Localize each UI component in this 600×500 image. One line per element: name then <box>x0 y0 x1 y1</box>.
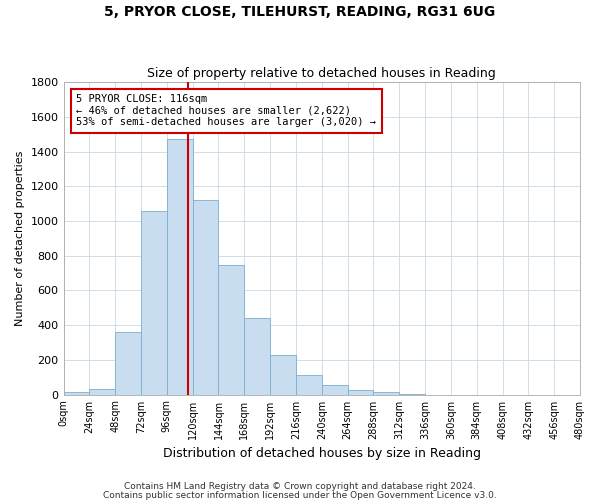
Bar <box>296 376 322 394</box>
X-axis label: Distribution of detached houses by size in Reading: Distribution of detached houses by size … <box>163 447 481 460</box>
Bar <box>373 392 399 394</box>
Bar <box>89 390 115 394</box>
Bar <box>244 318 270 394</box>
Title: Size of property relative to detached houses in Reading: Size of property relative to detached ho… <box>148 66 496 80</box>
Text: Contains public sector information licensed under the Open Government Licence v3: Contains public sector information licen… <box>103 491 497 500</box>
Bar <box>141 210 167 394</box>
Y-axis label: Number of detached properties: Number of detached properties <box>15 150 25 326</box>
Text: 5 PRYOR CLOSE: 116sqm
← 46% of detached houses are smaller (2,622)
53% of semi-d: 5 PRYOR CLOSE: 116sqm ← 46% of detached … <box>76 94 376 128</box>
Bar <box>347 390 373 394</box>
Bar <box>115 332 141 394</box>
Bar <box>167 140 193 394</box>
Text: Contains HM Land Registry data © Crown copyright and database right 2024.: Contains HM Land Registry data © Crown c… <box>124 482 476 491</box>
Bar <box>270 354 296 395</box>
Bar <box>218 265 244 394</box>
Bar <box>322 385 347 394</box>
Bar <box>64 392 89 394</box>
Bar <box>193 200 218 394</box>
Text: 5, PRYOR CLOSE, TILEHURST, READING, RG31 6UG: 5, PRYOR CLOSE, TILEHURST, READING, RG31… <box>104 5 496 19</box>
